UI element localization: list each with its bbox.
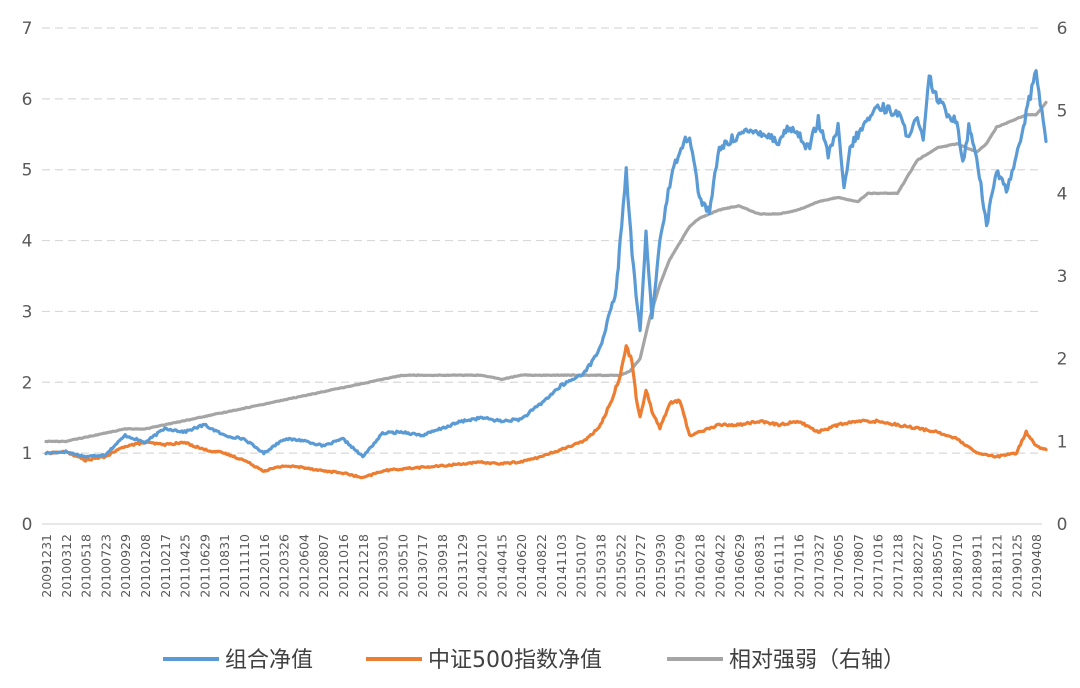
x-tick-label: 20110831 bbox=[217, 534, 232, 598]
x-tick-label: 20120326 bbox=[277, 534, 292, 598]
right-y-tick-label: 0 bbox=[1057, 515, 1068, 535]
x-tick-label: 20170327 bbox=[811, 534, 826, 598]
x-tick-label: 20170116 bbox=[791, 534, 806, 598]
right-y-tick-label: 4 bbox=[1057, 184, 1068, 204]
series-layer bbox=[44, 69, 1048, 480]
legend-label: 中证500指数净值 bbox=[428, 648, 602, 673]
x-tick-label: 20180227 bbox=[910, 534, 925, 598]
x-tick-label: 20120116 bbox=[257, 534, 272, 598]
x-tick-label: 20180710 bbox=[950, 534, 965, 598]
left-y-tick-label: 7 bbox=[22, 19, 33, 39]
x-tick-label: 20150727 bbox=[633, 534, 648, 598]
x-tick-label: 20110425 bbox=[178, 534, 193, 598]
left-y-tick-label: 3 bbox=[22, 302, 33, 322]
x-tick-label: 20130918 bbox=[435, 534, 450, 598]
x-tick-label: 20141103 bbox=[554, 534, 569, 598]
left-y-tick-label: 6 bbox=[22, 90, 33, 110]
x-tick-label: 20110629 bbox=[197, 534, 212, 598]
x-tick-label: 20130717 bbox=[415, 534, 430, 598]
x-tick-label: 20111110 bbox=[237, 534, 252, 598]
x-tick-label: 20180911 bbox=[970, 534, 985, 598]
right-y-tick-label: 1 bbox=[1057, 432, 1068, 452]
x-tick-label: 20160218 bbox=[692, 534, 707, 598]
right-y-axis: 0 1 2 3 4 5 6 bbox=[1057, 19, 1068, 535]
x-tick-label: 20190408 bbox=[1029, 534, 1044, 598]
x-axis: 20091231 20100312 20100518 20100723 20100929… bbox=[39, 534, 1044, 598]
x-tick-label: 20170807 bbox=[851, 534, 866, 598]
x-tick-label: 20171016 bbox=[871, 534, 886, 598]
x-tick-label: 20151209 bbox=[673, 534, 688, 598]
x-tick-label: 20160629 bbox=[732, 534, 747, 598]
x-tick-label: 20130510 bbox=[395, 534, 410, 598]
x-tick-label: 20100312 bbox=[59, 534, 74, 598]
x-tick-label: 20190125 bbox=[1009, 534, 1024, 598]
x-tick-label: 20170605 bbox=[831, 534, 846, 598]
left-y-tick-label: 0 bbox=[22, 515, 33, 535]
legend-label: 组合净值 bbox=[225, 648, 313, 673]
x-tick-label: 20100723 bbox=[98, 534, 113, 598]
x-tick-label: 20131129 bbox=[455, 534, 470, 598]
grid-layer bbox=[42, 27, 1042, 525]
x-tick-label: 20100929 bbox=[118, 534, 133, 598]
x-tick-label: 20171218 bbox=[890, 534, 905, 598]
x-tick-label: 20150318 bbox=[593, 534, 608, 598]
left-y-axis: 0 1 2 3 4 5 6 7 bbox=[22, 19, 33, 535]
x-tick-label: 20101208 bbox=[138, 534, 153, 598]
x-tick-label: 20140415 bbox=[494, 534, 509, 598]
x-tick-label: 20140620 bbox=[514, 534, 529, 598]
legend: 组合净值 中证500指数净值 相对强弱（右轴） bbox=[163, 648, 905, 673]
series-line-2 bbox=[44, 100, 1048, 444]
left-y-tick-label: 5 bbox=[22, 161, 33, 181]
series-line-1 bbox=[44, 344, 1048, 480]
left-y-tick-label: 2 bbox=[22, 373, 33, 393]
right-y-tick-label: 2 bbox=[1057, 350, 1068, 370]
left-y-tick-label: 4 bbox=[22, 232, 33, 252]
x-tick-label: 20181121 bbox=[989, 534, 1004, 598]
x-tick-label: 20140822 bbox=[534, 534, 549, 598]
x-tick-label: 20120604 bbox=[296, 534, 311, 598]
right-y-tick-label: 3 bbox=[1057, 267, 1068, 287]
x-tick-label: 20091231 bbox=[39, 534, 54, 598]
x-tick-label: 20121218 bbox=[356, 534, 371, 598]
right-y-tick-label: 6 bbox=[1057, 19, 1068, 39]
x-tick-label: 20150107 bbox=[574, 534, 589, 598]
series-line-0 bbox=[44, 69, 1048, 459]
x-tick-label: 20161111 bbox=[772, 534, 787, 598]
x-tick-label: 20100518 bbox=[79, 534, 94, 598]
x-tick-label: 20160422 bbox=[712, 534, 727, 598]
x-tick-label: 20110217 bbox=[158, 534, 173, 598]
x-tick-label: 20150522 bbox=[613, 534, 628, 598]
x-tick-label: 20150930 bbox=[653, 534, 668, 598]
x-tick-label: 20130301 bbox=[376, 534, 391, 598]
left-y-tick-label: 1 bbox=[22, 444, 33, 464]
x-tick-label: 20160831 bbox=[752, 534, 767, 598]
x-tick-label: 20180507 bbox=[930, 534, 945, 598]
x-tick-label: 20120807 bbox=[316, 534, 331, 598]
x-tick-label: 20121016 bbox=[336, 534, 351, 598]
right-y-tick-label: 5 bbox=[1057, 102, 1068, 122]
legend-label: 相对强弱（右轴） bbox=[729, 648, 905, 673]
x-tick-label: 20140210 bbox=[475, 534, 490, 598]
